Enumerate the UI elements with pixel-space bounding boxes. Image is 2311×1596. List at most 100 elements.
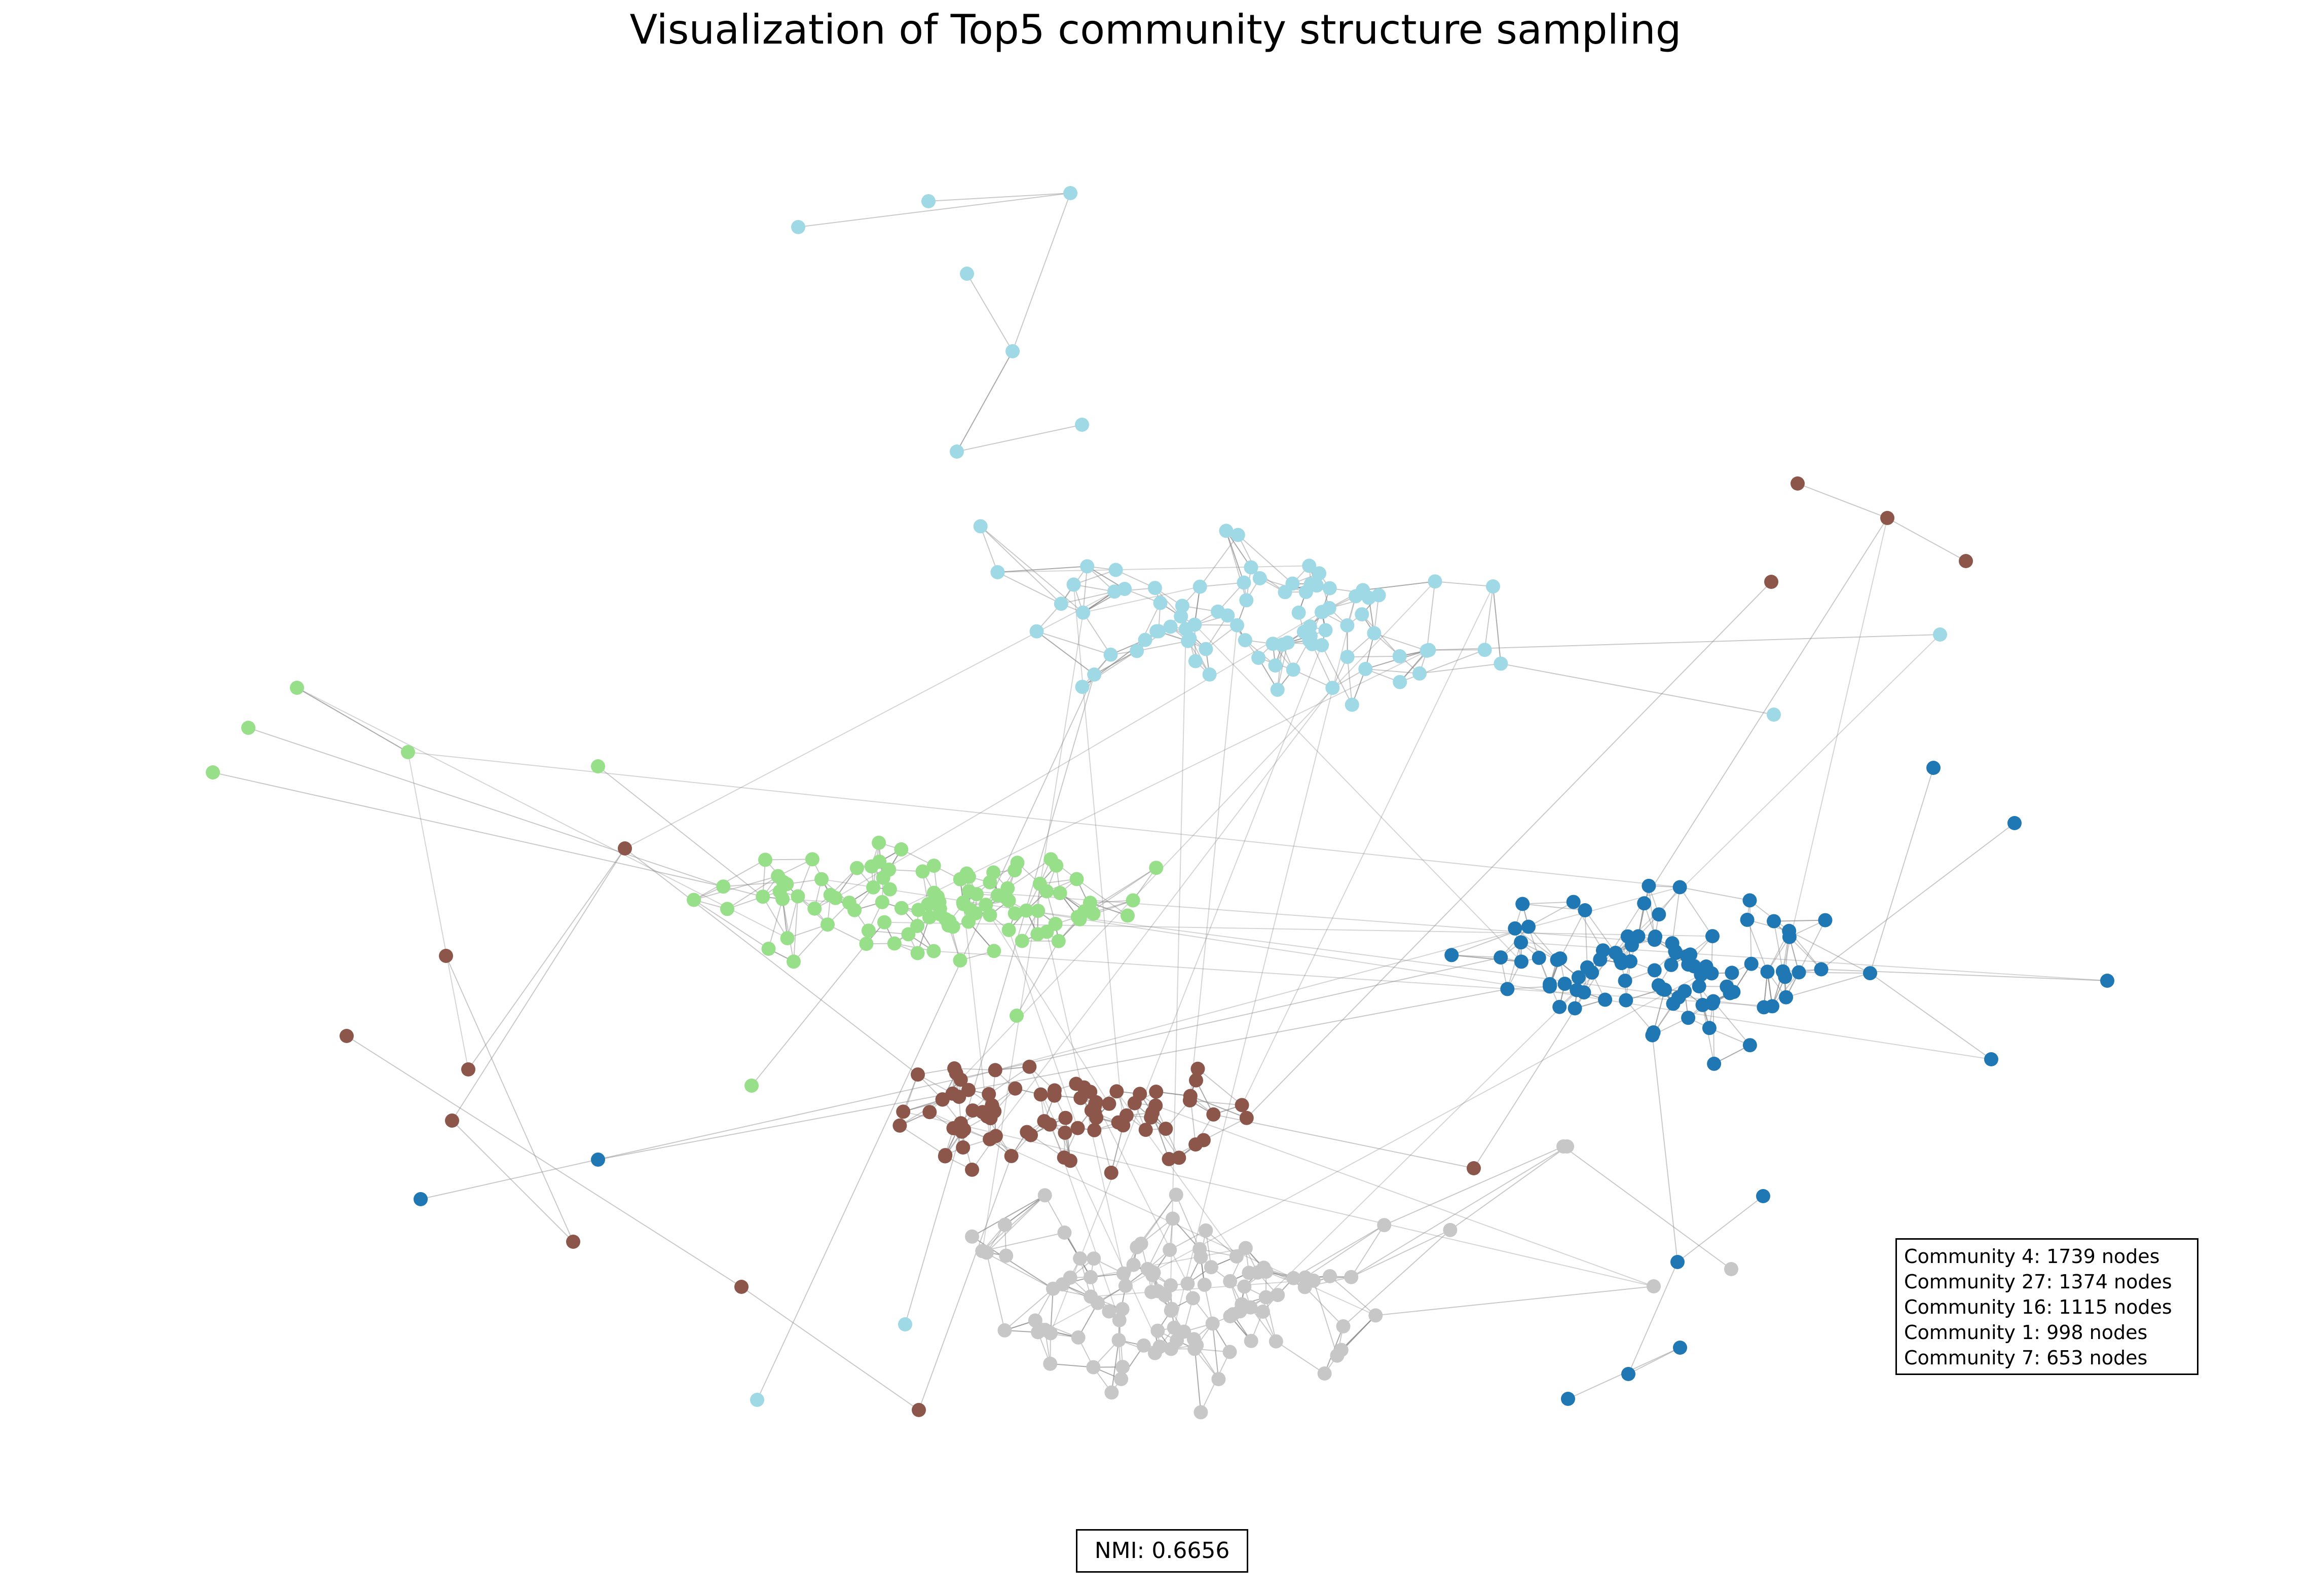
- graph-node-brown: [1063, 1154, 1077, 1168]
- graph-node-light-blue: [1302, 559, 1317, 573]
- graph-edge: [296, 687, 408, 753]
- graph-edge: [1375, 1286, 1654, 1316]
- graph-node-gray: [999, 1248, 1014, 1263]
- graph-node-dark-blue: [1792, 965, 1806, 980]
- graph-edge: [1007, 859, 1052, 889]
- graph-node-green: [1043, 852, 1058, 867]
- graph-edge: [1173, 596, 1357, 1328]
- graph-node-light-blue: [1302, 633, 1317, 648]
- graph-node-gray: [1115, 1360, 1130, 1375]
- graph-edge: [1036, 630, 1111, 655]
- graph-node-light-blue: [1054, 597, 1068, 611]
- graph-node-dark-blue: [1692, 979, 1706, 993]
- graph-node-light-blue: [1367, 626, 1382, 641]
- graph-edge: [1087, 566, 1125, 589]
- graph-edge: [1799, 972, 1871, 974]
- graph-node-gray: [1223, 1274, 1238, 1288]
- graph-node-green: [1019, 903, 1034, 918]
- graph-edge: [966, 273, 1013, 352]
- graph-edge: [903, 1111, 1654, 1287]
- graph-node-green: [591, 759, 605, 773]
- graph-node-gray: [1055, 1277, 1070, 1292]
- graph-node-green: [877, 915, 891, 930]
- graph-node-light-blue: [1231, 528, 1245, 542]
- graph-node-green: [926, 944, 941, 958]
- graph-edge: [1451, 954, 1521, 962]
- graph-node-gray: [1204, 1260, 1218, 1275]
- graph-edge: [1175, 1194, 1201, 1249]
- graph-edge: [899, 1099, 943, 1126]
- graph-node-light-blue: [1076, 605, 1091, 620]
- graph-node-brown: [1069, 1077, 1084, 1091]
- graph-node-gray: [1134, 1236, 1148, 1251]
- graph-node-dark-blue: [1500, 982, 1515, 996]
- graph-node-light-blue: [1356, 583, 1370, 598]
- graph-node-light-blue: [1340, 618, 1355, 633]
- graph-edge: [1197, 1068, 1243, 1106]
- graph-node-brown: [618, 841, 632, 856]
- graph-node-brown: [1162, 1152, 1176, 1166]
- graph-edge: [693, 899, 769, 949]
- graph-node-light-blue: [1202, 667, 1217, 682]
- graph-edge: [723, 881, 784, 887]
- graph-node-dark-blue: [1814, 962, 1829, 977]
- graph-node-green: [926, 859, 941, 873]
- graph-edge: [1073, 569, 1116, 585]
- graph-node-gray: [1205, 1316, 1220, 1331]
- graph-node-gray: [1259, 1265, 1274, 1279]
- graph-node-green: [953, 872, 967, 886]
- graph-node-dark-blue: [1642, 878, 1656, 893]
- graph-node-dark-blue: [1672, 880, 1687, 895]
- graph-node-light-blue: [1029, 624, 1044, 639]
- graph-node-brown: [892, 1118, 907, 1133]
- graph-edge: [1073, 584, 1124, 1126]
- graph-edge: [1340, 1315, 1376, 1351]
- graph-edge: [407, 752, 469, 1070]
- graph-node-brown: [1084, 1103, 1099, 1118]
- graph-edge: [1203, 1117, 1247, 1141]
- legend-entry: Community 27: 1374 nodes: [1904, 1271, 2172, 1293]
- graph-edge: [1628, 1261, 1678, 1375]
- graph-edge: [445, 955, 574, 1242]
- graph-node-light-blue: [1494, 656, 1508, 671]
- graph-node-gray: [1145, 1268, 1160, 1282]
- graph-node-green: [241, 721, 255, 735]
- graph-node-brown: [1196, 1133, 1211, 1147]
- graph-edge: [1774, 919, 1825, 922]
- graph-node-green: [910, 946, 925, 960]
- graph-edge: [1050, 645, 1323, 1333]
- graph-node-brown: [1058, 1126, 1072, 1140]
- graph-edge: [928, 193, 1071, 202]
- graph-node-green: [850, 861, 864, 875]
- graph-edge: [693, 875, 778, 901]
- graph-node-gray: [1057, 1226, 1072, 1240]
- graph-edge: [1680, 886, 1750, 901]
- graph-edge: [997, 566, 1088, 573]
- graph-node-green: [821, 917, 835, 932]
- graph-edge: [982, 1250, 1054, 1289]
- graph-edge: [1238, 534, 1293, 584]
- graph-node-dark-blue: [1668, 946, 1683, 960]
- graph-node-light-blue: [1238, 633, 1252, 648]
- graph-node-brown: [1764, 575, 1778, 589]
- graph-edge: [980, 526, 998, 573]
- graph-edge: [1384, 1146, 1564, 1226]
- graph-node-gray: [1242, 1266, 1256, 1280]
- graph-edge: [1528, 901, 1574, 927]
- graph-node-green: [687, 893, 701, 907]
- graph-node-light-blue: [1422, 643, 1436, 657]
- graph-edge: [1004, 1195, 1046, 1226]
- graph-node-light-blue: [1153, 596, 1168, 610]
- graph-node-brown: [1880, 511, 1894, 525]
- graph-node-gray: [1163, 1243, 1177, 1257]
- graph-node-dark-blue: [1673, 1341, 1687, 1355]
- graph-node-brown: [1008, 1081, 1023, 1096]
- graph-edge: [1199, 534, 1239, 587]
- graph-edge: [827, 924, 867, 945]
- graph-node-brown: [1138, 1123, 1153, 1137]
- graph-node-brown: [1467, 1161, 1481, 1175]
- graph-node-green: [894, 842, 909, 857]
- graph-node-green: [882, 882, 897, 897]
- legend-entry: Community 4: 1739 nodes: [1904, 1245, 2160, 1268]
- graph-node-brown: [982, 1087, 996, 1101]
